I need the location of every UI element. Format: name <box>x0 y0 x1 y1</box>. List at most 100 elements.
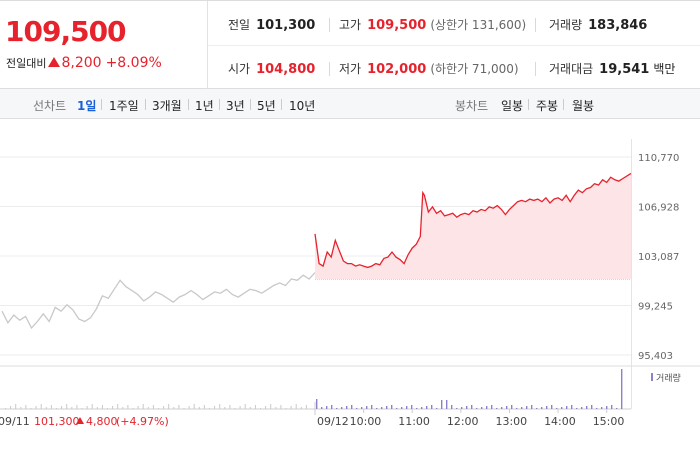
tab-monthly-candle[interactable]: 월봉 <box>572 99 595 113</box>
volume-bar <box>112 406 114 409</box>
volume-bar <box>275 407 277 409</box>
today-series-line <box>314 172 632 269</box>
tab-3m[interactable]: 3개월 <box>152 99 182 113</box>
volume-bar <box>411 405 413 409</box>
stat-value: 101,300 <box>256 18 316 33</box>
volume-bar <box>421 407 423 409</box>
volume-bar <box>239 406 241 409</box>
tab-weekly-candle[interactable]: 주봉 <box>536 99 559 113</box>
volume-bar <box>295 404 297 409</box>
volume-bar <box>198 407 200 409</box>
tab-1d[interactable]: 1일 <box>77 99 97 113</box>
volume-bar <box>576 408 578 409</box>
volume-bar <box>91 404 93 409</box>
divider <box>563 99 564 110</box>
volume-bar <box>163 406 165 409</box>
volume-bar <box>158 408 159 409</box>
volume-bar <box>300 407 302 409</box>
volume-bar <box>571 405 573 409</box>
stat-label: 거래대금 <box>549 62 594 76</box>
change-pct: +8.09% <box>105 55 162 71</box>
stat-amount: 거래대금 19,541 백만 <box>549 60 675 77</box>
tab-5y[interactable]: 5년 <box>257 99 276 113</box>
tab-10y[interactable]: 10년 <box>289 99 316 113</box>
volume-bar <box>441 400 443 409</box>
stat-label: 저가 <box>339 62 362 76</box>
current-price: 109,500 <box>5 15 127 48</box>
x-tick-label: 15:00 <box>593 415 625 428</box>
volume-bar <box>536 408 538 409</box>
volume-bar <box>471 405 473 409</box>
volume-bar <box>15 404 17 409</box>
prev-day-change-pct: (+4.97%) <box>116 415 169 428</box>
volume-bar <box>506 406 508 409</box>
volume-bar <box>183 408 185 409</box>
candle-chart-label: 봉차트 <box>455 99 489 113</box>
y-tick-label: 99,245 <box>638 302 673 313</box>
volume-bar <box>346 406 348 409</box>
volume-bar <box>556 408 558 409</box>
prev-day-series-line <box>1 272 316 330</box>
quote-header: 109,500 전일대비 8,200 +8.09% 전일 101,300 고가 109,… <box>0 0 700 89</box>
volume-bar <box>341 407 343 409</box>
divider <box>219 99 220 110</box>
volume-bar <box>466 406 468 409</box>
stat-value: 102,000 <box>367 62 427 77</box>
tab-daily-candle[interactable]: 일봉 <box>501 99 524 113</box>
volume-bar <box>260 408 261 409</box>
volume-bar <box>451 405 453 409</box>
volume-bar <box>596 408 598 409</box>
tab-1y[interactable]: 1년 <box>195 99 214 113</box>
volume-bar <box>305 405 307 409</box>
volume-bar <box>61 406 63 409</box>
volume-bar <box>30 408 32 409</box>
stat-label: 거래량 <box>549 18 583 32</box>
volume-bar <box>446 400 448 409</box>
y-tick-label: 110,770 <box>638 153 679 164</box>
divider <box>329 18 330 32</box>
divider <box>528 99 529 110</box>
volume-bar <box>193 404 195 409</box>
stat-sub: (하한가 71,000) <box>430 62 519 76</box>
volume-bar <box>96 407 98 409</box>
volume-bar <box>531 405 533 409</box>
volume-bar <box>265 406 267 409</box>
price-chart-svg: 110,770 106,928 103,087 99,245 95,403 거래량 09/1… <box>0 139 700 428</box>
volume-bar <box>203 405 205 409</box>
volume-bar <box>401 407 403 409</box>
volume-bar <box>516 408 518 409</box>
volume-bar <box>152 405 154 409</box>
volume-bar <box>254 405 256 409</box>
volume-bar <box>173 407 175 409</box>
tab-3y[interactable]: 3년 <box>226 99 245 113</box>
volume-bar <box>188 406 190 409</box>
volume-bar <box>566 406 568 409</box>
stat-value: 183,846 <box>588 18 648 33</box>
divider <box>535 18 536 32</box>
price-box: 109,500 전일대비 8,200 +8.09% <box>0 1 208 89</box>
volume-bar <box>481 407 483 409</box>
volume-bar <box>396 408 398 409</box>
prev-day-date: 09/11 <box>0 415 30 428</box>
volume-bar <box>476 408 478 409</box>
x-tick-label: 11:00 <box>398 415 430 428</box>
volume-bar <box>326 406 328 409</box>
y-tick-label: 103,087 <box>638 252 679 263</box>
divider <box>281 99 282 110</box>
tab-1w[interactable]: 1주일 <box>109 99 139 113</box>
volume-bar <box>336 408 338 409</box>
volume-bar <box>501 407 503 409</box>
volume-bar <box>541 407 543 409</box>
divider <box>101 99 102 110</box>
y-tick-label: 106,928 <box>638 203 679 214</box>
x-tick-label: 09/12 <box>317 415 349 428</box>
volume-bar <box>586 406 588 409</box>
stat-low: 저가 102,000 (하한가 71,000) <box>339 60 519 77</box>
up-triangle-icon <box>76 417 84 424</box>
volume-bar <box>122 407 124 409</box>
stat-label: 고가 <box>339 18 362 32</box>
y-tick-label: 95,403 <box>638 351 673 362</box>
volume-legend-label: 거래량 <box>656 372 681 384</box>
stat-volume: 거래량 183,846 <box>549 16 647 33</box>
stat-value: 104,800 <box>256 62 316 77</box>
